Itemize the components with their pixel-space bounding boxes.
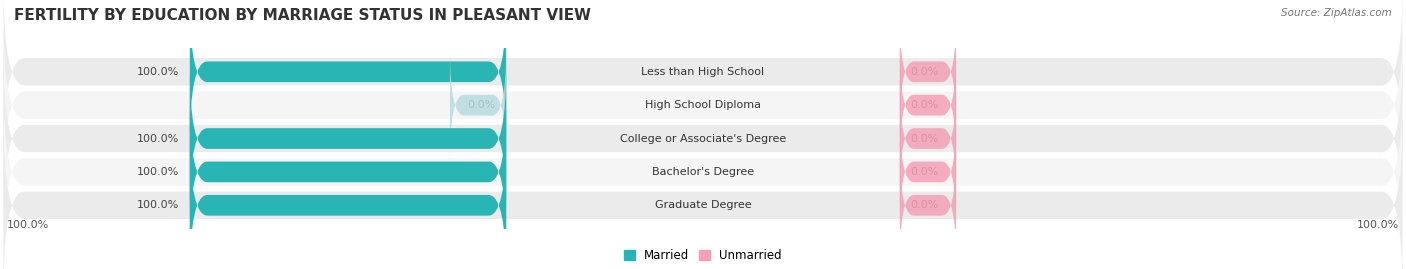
Text: Graduate Degree: Graduate Degree	[655, 200, 751, 210]
FancyBboxPatch shape	[190, 99, 506, 245]
FancyBboxPatch shape	[900, 49, 956, 162]
FancyBboxPatch shape	[3, 119, 1403, 269]
Text: 0.0%: 0.0%	[911, 67, 939, 77]
FancyBboxPatch shape	[3, 19, 1403, 192]
Text: 100.0%: 100.0%	[136, 67, 180, 77]
FancyBboxPatch shape	[450, 49, 506, 162]
Text: 100.0%: 100.0%	[136, 200, 180, 210]
Text: 0.0%: 0.0%	[911, 133, 939, 144]
Text: Bachelor's Degree: Bachelor's Degree	[652, 167, 754, 177]
Text: 100.0%: 100.0%	[1357, 220, 1399, 230]
Text: College or Associate's Degree: College or Associate's Degree	[620, 133, 786, 144]
Text: 0.0%: 0.0%	[911, 100, 939, 110]
FancyBboxPatch shape	[190, 65, 506, 212]
FancyBboxPatch shape	[900, 15, 956, 128]
FancyBboxPatch shape	[900, 82, 956, 195]
Text: Source: ZipAtlas.com: Source: ZipAtlas.com	[1281, 8, 1392, 18]
Text: 100.0%: 100.0%	[136, 167, 180, 177]
Text: 100.0%: 100.0%	[136, 133, 180, 144]
Text: 100.0%: 100.0%	[7, 220, 49, 230]
Text: 0.0%: 0.0%	[911, 167, 939, 177]
FancyBboxPatch shape	[900, 149, 956, 262]
Legend: Married, Unmarried: Married, Unmarried	[624, 249, 782, 262]
Text: Less than High School: Less than High School	[641, 67, 765, 77]
FancyBboxPatch shape	[190, 0, 506, 145]
Text: FERTILITY BY EDUCATION BY MARRIAGE STATUS IN PLEASANT VIEW: FERTILITY BY EDUCATION BY MARRIAGE STATU…	[14, 8, 591, 23]
FancyBboxPatch shape	[3, 0, 1403, 158]
FancyBboxPatch shape	[3, 52, 1403, 225]
FancyBboxPatch shape	[900, 115, 956, 228]
Text: 0.0%: 0.0%	[467, 100, 496, 110]
FancyBboxPatch shape	[3, 86, 1403, 258]
Text: 0.0%: 0.0%	[911, 200, 939, 210]
Text: High School Diploma: High School Diploma	[645, 100, 761, 110]
FancyBboxPatch shape	[190, 132, 506, 269]
